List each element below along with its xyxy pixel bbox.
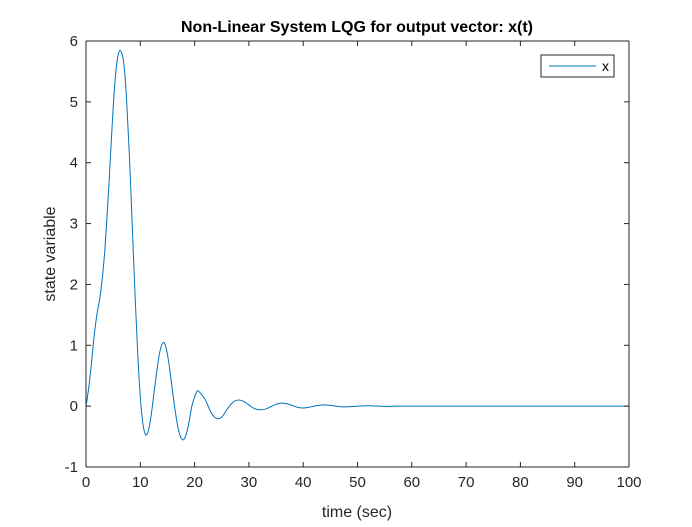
y-axis-label: state variable [42, 206, 59, 301]
plot-area [86, 41, 629, 467]
x-tick-label: 20 [186, 474, 203, 491]
x-tick-label: 50 [349, 474, 366, 491]
x-tick-label: 100 [616, 474, 641, 491]
x-tick-label: 80 [512, 474, 529, 491]
y-tick-label: 1 [70, 337, 78, 354]
x-tick-label: 30 [241, 474, 258, 491]
y-tick-label: -1 [65, 459, 78, 476]
y-tick-label: 5 [70, 94, 78, 111]
x-axis-label: time (sec) [322, 504, 392, 521]
y-tick-label: 4 [70, 155, 78, 172]
y-tick-label: 2 [70, 276, 78, 293]
chart-title: Non-Linear System LQG for output vector:… [181, 19, 533, 36]
y-tick-label: 0 [70, 398, 78, 415]
legend: x [540, 54, 615, 78]
x-tick-label: 0 [82, 474, 90, 491]
x-tick-label: 90 [566, 474, 583, 491]
x-tick-label: 40 [295, 474, 312, 491]
x-tick-label: 60 [403, 474, 420, 491]
x-tick-label: 10 [132, 474, 149, 491]
series-layer [85, 50, 629, 441]
x-tick-label: 70 [458, 474, 475, 491]
legend-entry-x: x [602, 58, 609, 74]
y-tick-label: 6 [70, 33, 78, 50]
y-tick-label: 3 [70, 216, 78, 233]
series-line-x [85, 50, 629, 441]
